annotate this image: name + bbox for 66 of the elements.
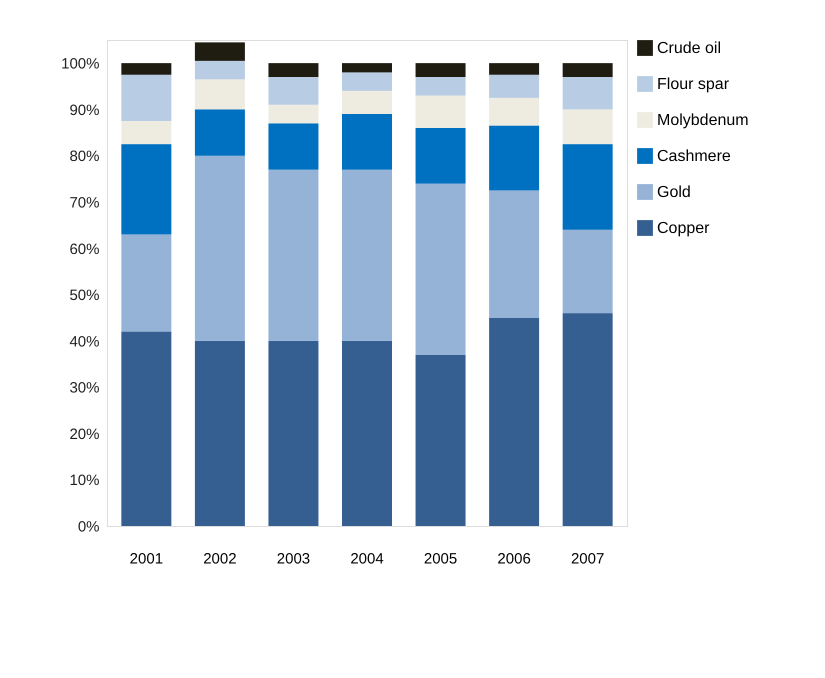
bar [489, 126, 540, 190]
bar [121, 234, 172, 332]
bar [121, 63, 172, 75]
y-tick-label: 100% [61, 56, 100, 73]
bar [562, 109, 613, 144]
bar [194, 109, 245, 156]
bar [194, 156, 245, 341]
bar [562, 77, 613, 110]
legend-label: Copper [657, 220, 710, 237]
y-tick-label: 20% [69, 426, 100, 443]
bar [489, 63, 540, 75]
y-tick-label: 0% [78, 518, 100, 536]
bar [562, 230, 613, 314]
bar [342, 340, 392, 526]
y-tick-label: 60% [69, 240, 100, 258]
bar [121, 74, 172, 121]
bar [342, 170, 392, 341]
bar [489, 74, 540, 98]
bar [342, 72, 392, 91]
bar [562, 63, 613, 78]
bar [194, 60, 245, 80]
bar [562, 144, 613, 230]
bar [342, 63, 392, 72]
bar [489, 190, 540, 318]
bar [121, 144, 172, 234]
x-tick-label: 2005 [424, 550, 458, 568]
bar [268, 104, 318, 124]
bar [268, 63, 318, 78]
bar [268, 340, 318, 526]
bar [416, 183, 466, 355]
legend-label: Gold [657, 184, 691, 201]
bar [268, 170, 318, 341]
bar [121, 121, 172, 144]
y-tick-label: 40% [69, 333, 100, 350]
bar [489, 318, 540, 526]
x-tick-label: 2002 [203, 550, 237, 568]
bar [416, 96, 466, 128]
x-tick-label: 2004 [350, 550, 384, 568]
bar [489, 98, 540, 126]
bar [194, 42, 245, 61]
y-tick-label: 50% [69, 287, 100, 304]
y-tick-label: 10% [69, 472, 100, 490]
x-tick-label: 2006 [497, 550, 531, 568]
legend-label: Cashmere [657, 148, 731, 165]
x-tick-label: 2007 [570, 550, 604, 568]
bar [194, 79, 245, 110]
bar [416, 63, 466, 78]
y-tick-label: 90% [69, 102, 100, 119]
bar [416, 128, 466, 184]
bar [268, 123, 318, 170]
y-tick-label: 30% [69, 380, 100, 397]
bar [562, 313, 613, 526]
bar [416, 354, 466, 526]
legend-label: Flour spar [657, 76, 730, 93]
bar [194, 340, 245, 526]
bar [416, 77, 466, 96]
bar [268, 77, 318, 105]
x-tick-label: 2001 [130, 550, 164, 568]
legend-label: Molybdenum [657, 112, 749, 129]
x-tick-label: 2003 [276, 550, 310, 568]
legend-label: Crude oil [657, 40, 722, 57]
bar [342, 90, 392, 114]
y-tick-label: 80% [69, 148, 100, 166]
bar [121, 332, 172, 526]
bar [342, 114, 392, 170]
y-tick-label: 70% [69, 194, 100, 212]
